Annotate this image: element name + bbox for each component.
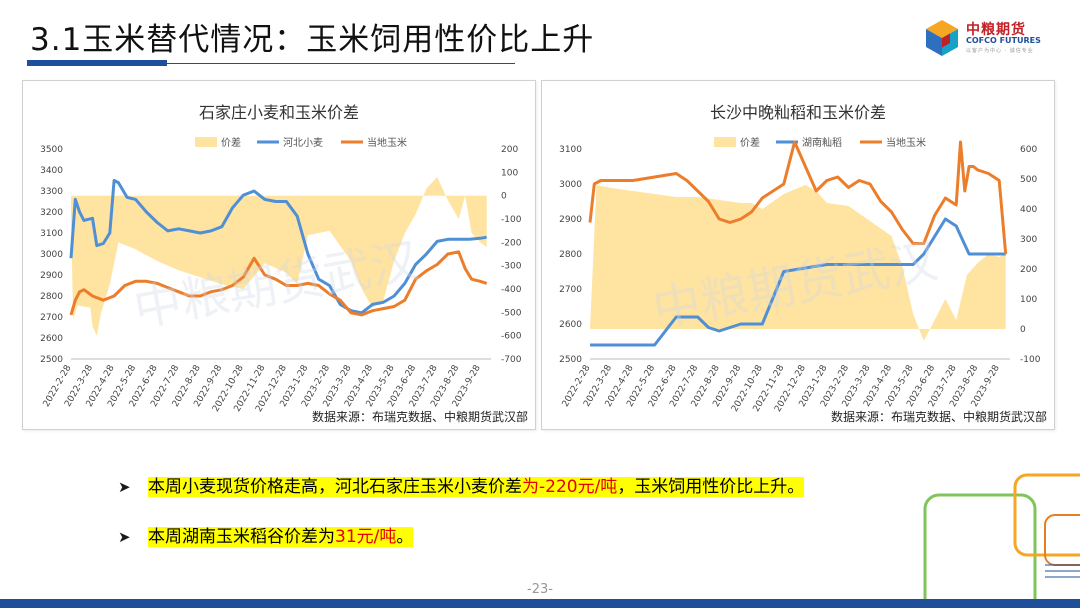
sjz-line-corn (69, 250, 488, 317)
chart-panel-shijiazhuang: 石家庄小麦和玉米价差价差 河北小麦 当地玉米 2500 2600 2700 2800 2900… (22, 80, 536, 430)
sjz-y-right-tick: -100 (501, 215, 522, 225)
sjz-y-left-tick: 3400 (40, 166, 63, 176)
cs-y-right-tick: -100 (1020, 355, 1041, 365)
sjz-y-right-tick: 0 (501, 192, 507, 202)
sjz-y-right-tick: -500 (501, 308, 522, 318)
cs-y-left-tick: 2500 (559, 355, 582, 365)
sjz-y-left-tick: 3000 (40, 250, 63, 260)
sjz-y-left-tick: 2700 (40, 313, 63, 323)
company-logo: 中粮期货 COFCO FUTURES 以客户为中心 · 诚信专业 (922, 18, 1052, 58)
logo-english-name: COFCO FUTURES (966, 36, 1041, 45)
sjz-y-right-tick: -400 (501, 285, 522, 295)
page-number: -23- (527, 582, 553, 597)
cs-y-right-tick: 300 (1020, 235, 1037, 245)
cs-source-note: 数据来源：布瑞克数据、中粮期货武汉部 (831, 409, 1047, 424)
bullet-point-2: ➤ 本周湖南玉米稻谷价差为31元/吨。 (118, 522, 414, 547)
cs-line-grain (590, 217, 1006, 347)
sjz-y-right-tick: -600 (501, 332, 522, 342)
cs-chart-title: 长沙中晚籼稻和玉米价差 (710, 103, 886, 122)
cube-logo-icon (926, 20, 958, 56)
cs-y-left-tick: 2800 (559, 250, 582, 260)
bullet-1-part-2: 为-220元/吨 (522, 477, 618, 497)
cs-legend-label-0: 价差 (740, 136, 760, 149)
cs-area-spread (590, 185, 1006, 341)
cs-y-left-tick: 2900 (559, 215, 582, 225)
sjz-y-left-tick: 2900 (40, 271, 63, 281)
sjz-area-spread (71, 177, 487, 336)
sjz-legend-label-1: 河北小麦 (283, 137, 323, 149)
cs-y-right-tick: 100 (1020, 295, 1037, 305)
cs-y-right-tick: 0 (1020, 325, 1026, 335)
sjz-y-left-tick: 2600 (40, 334, 63, 344)
sjz-y-left-tick: 2500 (40, 355, 63, 365)
bullet-1-part-1: 本周小麦现货价格走高，河北石家庄玉米小麦价差 (148, 477, 522, 497)
arrow-bullet-icon: ➤ (118, 528, 131, 546)
sjz-chart-title: 石家庄小麦和玉米价差 (199, 103, 359, 122)
sjz-y-right-tick: -300 (501, 262, 522, 272)
cs-y-left-tick: 3100 (559, 145, 582, 155)
cs-y-right-tick: 400 (1020, 205, 1037, 215)
sjz-y-left-tick: 2800 (40, 292, 63, 302)
bullet-2-part-2: 31元/吨 (335, 527, 397, 547)
bullet-2-part-1: 本周湖南玉米稻谷价差为 (148, 527, 335, 547)
sjz-y-left-tick: 3500 (40, 145, 63, 155)
sjz-y-right-tick: -700 (501, 355, 522, 365)
bullet-point-1: ➤ 本周小麦现货价格走高，河北石家庄玉米小麦价差为-220元/吨，玉米饲用性价比上… (118, 472, 805, 497)
cs-legend-label-2: 当地玉米 (886, 136, 926, 149)
page-title: 3.1玉米替代情况：玉米饲用性价比上升 (30, 22, 595, 58)
sjz-y-left-tick: 3200 (40, 208, 63, 218)
bullet-1-part-3: ，玉米饲用性价比上升。 (617, 477, 805, 497)
sjz-y-right-tick: -200 (501, 238, 522, 248)
chart-panel-changsha: 长沙中晚籼稻和玉米价差价差 湖南籼稻 当地玉米 2500 2600 2700 2800 290… (541, 80, 1055, 430)
cs-y-right-tick: 500 (1020, 175, 1037, 185)
sjz-legend-label-2: 当地玉米 (367, 136, 407, 149)
sjz-y-right-tick: 100 (501, 168, 518, 178)
arrow-bullet-icon: ➤ (118, 478, 131, 496)
sjz-source-note: 数据来源：布瑞克数据、中粮期货武汉部 (312, 409, 528, 424)
bullet-2-part-3: 。 (396, 527, 414, 547)
title-underline-thick (27, 60, 167, 66)
cs-legend-label-1: 湖南籼稻 (802, 136, 842, 149)
cs-y-right-tick: 200 (1020, 265, 1037, 275)
logo-tagline: 以客户为中心 · 诚信专业 (966, 48, 1034, 54)
logo-chinese-name: 中粮期货 (966, 22, 1026, 38)
cs-y-left-tick: 2700 (559, 285, 582, 295)
decorative-rounded-frames (923, 473, 1080, 600)
cs-line-corn (588, 140, 1008, 255)
cs-y-left-tick: 2600 (559, 320, 582, 330)
footer-bar (0, 599, 1080, 608)
sjz-legend-swatch-0 (195, 137, 217, 147)
sjz-y-left-tick: 3300 (40, 187, 63, 197)
sjz-line-grain (69, 179, 487, 315)
cs-y-right-tick: 600 (1020, 145, 1037, 155)
sjz-y-left-tick: 3100 (40, 229, 63, 239)
cs-legend-swatch-0 (714, 137, 736, 147)
cs-y-left-tick: 3000 (559, 180, 582, 190)
sjz-y-right-tick: 200 (501, 145, 518, 155)
sjz-legend-label-0: 价差 (221, 136, 241, 149)
title-underline-thin (167, 63, 515, 64)
